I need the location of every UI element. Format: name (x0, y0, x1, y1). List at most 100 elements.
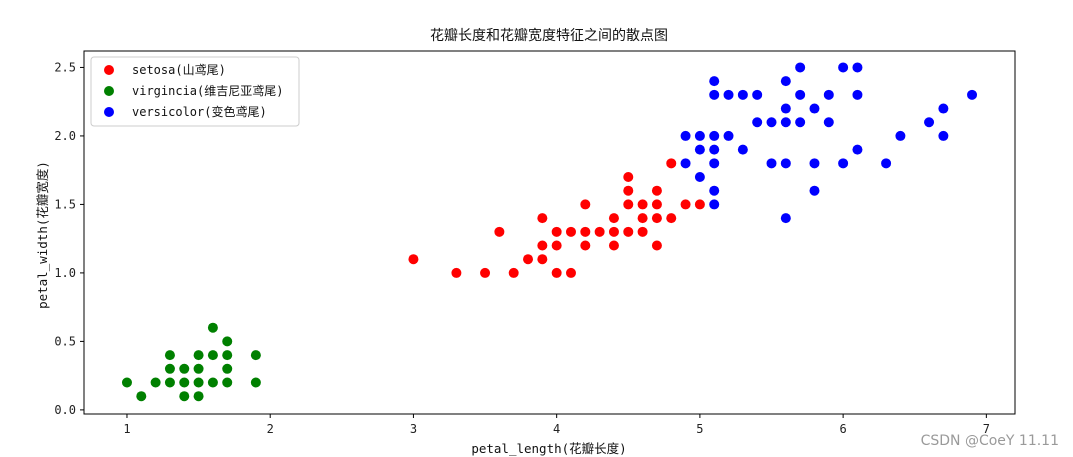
data-point (537, 213, 548, 224)
data-point (207, 377, 218, 388)
legend-frame (90, 56, 300, 127)
data-point (680, 199, 691, 210)
y-tick-label: 0.0 (54, 403, 76, 417)
data-point (565, 267, 576, 278)
data-point (551, 267, 562, 278)
data-point (694, 144, 705, 155)
data-point (651, 213, 662, 224)
data-point (938, 130, 949, 141)
data-point (207, 350, 218, 361)
data-point (780, 76, 791, 87)
data-point (852, 144, 863, 155)
data-point (551, 226, 562, 237)
data-point (838, 62, 849, 73)
data-point (580, 199, 591, 210)
data-point (179, 391, 190, 402)
data-point (623, 185, 634, 196)
data-point (823, 117, 834, 128)
data-point (666, 213, 677, 224)
data-point (709, 76, 720, 87)
data-point (164, 350, 175, 361)
data-point (537, 240, 548, 251)
legend-marker (104, 107, 114, 117)
data-point (709, 199, 720, 210)
data-point (780, 117, 791, 128)
data-point (752, 117, 763, 128)
data-point (780, 103, 791, 114)
data-point (179, 377, 190, 388)
data-point (809, 158, 820, 169)
data-point (222, 363, 233, 374)
data-point (222, 336, 233, 347)
data-point (136, 391, 147, 402)
data-point (694, 130, 705, 141)
data-point (766, 117, 777, 128)
x-tick-label: 3 (410, 422, 417, 436)
data-point (795, 117, 806, 128)
data-point (795, 89, 806, 100)
data-point (752, 89, 763, 100)
data-point (193, 350, 204, 361)
data-point (637, 213, 648, 224)
y-tick-label: 1.0 (54, 266, 76, 280)
data-point (680, 158, 691, 169)
data-point (795, 62, 806, 73)
data-point (723, 130, 734, 141)
x-tick-label: 7 (983, 422, 990, 436)
data-point (737, 89, 748, 100)
data-point (737, 144, 748, 155)
data-point (709, 89, 720, 100)
data-point (494, 226, 505, 237)
data-point (193, 377, 204, 388)
data-point (207, 322, 218, 333)
data-point (551, 240, 562, 251)
data-point (780, 158, 791, 169)
data-point (694, 172, 705, 183)
plot-area: 1 2 3 4 5 6 7 0.0 0.5 1.0 1.5 2.0 2.5 (54, 50, 1016, 436)
data-point (938, 103, 949, 114)
data-point (523, 254, 534, 265)
data-point (508, 267, 519, 278)
y-tick-label: 2.5 (54, 60, 76, 74)
data-point (623, 172, 634, 183)
data-point (451, 267, 462, 278)
legend: setosa(山鸢尾) virgincia(维吉尼亚鸢尾) versicolor(变… (90, 56, 300, 127)
data-point (408, 254, 419, 265)
data-point (881, 158, 892, 169)
data-point (608, 213, 619, 224)
x-axis-label: petal_length(花瓣长度) (471, 441, 626, 456)
chart-title: 花瓣长度和花瓣宽度特征之间的散点图 (430, 27, 668, 44)
x-tick-label: 4 (553, 422, 560, 436)
y-tick-label: 0.5 (54, 334, 76, 348)
x-tick-label: 1 (123, 422, 130, 436)
data-point (193, 363, 204, 374)
data-point (809, 103, 820, 114)
legend-label: setosa(山鸢尾) (132, 63, 226, 77)
data-point (709, 158, 720, 169)
legend-marker (104, 65, 114, 75)
data-point (623, 226, 634, 237)
x-tick-label: 2 (267, 422, 274, 436)
data-point (537, 254, 548, 265)
data-point (651, 199, 662, 210)
data-point (838, 158, 849, 169)
y-tick-label: 2.0 (54, 129, 76, 143)
data-point (480, 267, 491, 278)
data-point (895, 130, 906, 141)
data-point (823, 89, 834, 100)
data-point (637, 226, 648, 237)
data-point (852, 62, 863, 73)
data-point (565, 226, 576, 237)
data-point (924, 117, 935, 128)
y-tick-label: 1.5 (54, 197, 76, 211)
data-point (250, 350, 261, 361)
data-point (694, 199, 705, 210)
data-point (709, 185, 720, 196)
data-point (637, 199, 648, 210)
data-point (179, 363, 190, 374)
x-tick-label: 6 (840, 422, 847, 436)
data-point (121, 377, 132, 388)
data-point (222, 377, 233, 388)
data-point (608, 226, 619, 237)
